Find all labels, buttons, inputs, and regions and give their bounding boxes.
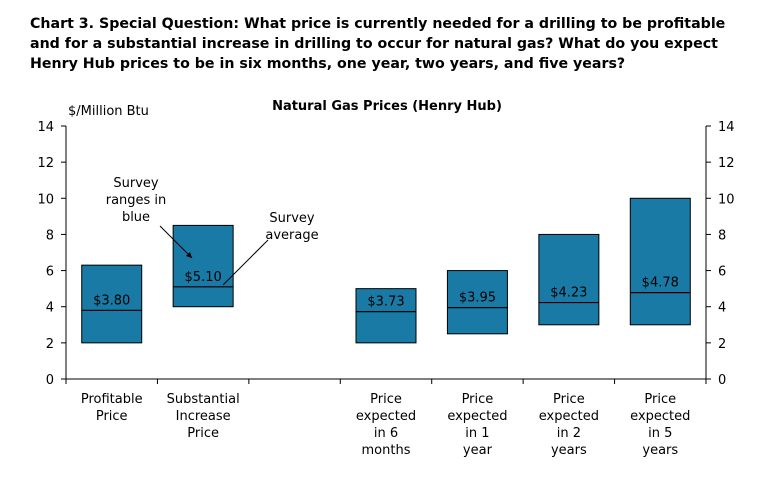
category-label-line: in 1: [465, 426, 489, 441]
category-label-line: Price: [462, 392, 494, 407]
average-value-label: $4.78: [642, 276, 679, 291]
annotations: Survey ranges in blue Survey average: [106, 176, 319, 286]
category-label-line: years: [642, 443, 678, 458]
average-value-label: $3.73: [367, 295, 404, 310]
y-tick-label-right: 4: [718, 301, 726, 316]
category-label: Price expected in 2 years: [539, 392, 599, 458]
annotation-pointer: [222, 239, 269, 286]
category-label-line: expected: [356, 409, 416, 424]
category-label-line: Price: [553, 392, 585, 407]
annotation-pointer: [159, 225, 193, 259]
y-tick-label-left: 8: [46, 228, 54, 243]
y-tick-label-right: 14: [718, 120, 735, 135]
y-tick-label-left: 6: [46, 265, 54, 280]
y-tick-label-left: 14: [37, 120, 54, 135]
y-tick-label-right: 12: [718, 156, 735, 171]
plot-title: Natural Gas Prices (Henry Hub): [272, 99, 502, 114]
chart-heading: Chart 3. Special Question: What price is…: [30, 16, 726, 72]
y-axis-label: $/Million Btu: [68, 104, 149, 119]
average-value-label: $4.23: [550, 286, 587, 301]
range-bars: $3.80 $5.10 $3.73 $3.95 $4.23 $4.78: [81, 197, 691, 344]
category-label-line: Increase: [176, 409, 231, 424]
y-tick-label-left: 12: [37, 156, 54, 171]
annotation-line: Survey: [113, 176, 159, 191]
category-label-line: expected: [539, 409, 599, 424]
y-tick-label-left: 2: [46, 337, 54, 352]
average-value-label: $3.95: [459, 291, 496, 306]
category-label-line: in 5: [648, 426, 672, 441]
category-label: Profitable Price: [81, 392, 143, 424]
y-tick-label-right: 2: [718, 337, 726, 352]
category-label-line: years: [551, 443, 587, 458]
annotation-survey-average: Survey average: [265, 211, 318, 243]
y-tick-label-left: 0: [46, 373, 54, 388]
category-label-line: Price: [96, 409, 128, 424]
category-label-line: expected: [447, 409, 507, 424]
range-bar: [355, 288, 417, 344]
y-tick-label-right: 6: [718, 265, 726, 280]
range-bar: [172, 224, 234, 308]
y-tick-label-left: 10: [37, 192, 54, 207]
category-label-line: expected: [630, 409, 690, 424]
category-label: Price expected in 6 months: [356, 392, 416, 458]
arrow-head-icon: [186, 252, 192, 258]
category-label-line: Substantial: [167, 392, 240, 407]
category-label: Price expected in 1 year: [447, 392, 507, 458]
range-bar: [629, 197, 691, 326]
axes: 0 0 2 2 4 4 6 6 8 8 10 10 12 12 14 14: [37, 120, 734, 388]
category-label-line: in 2: [557, 426, 581, 441]
range-bar: [81, 264, 143, 344]
annotation-line: ranges in: [106, 193, 167, 208]
annotation-line: average: [265, 228, 318, 243]
category-label-line: Profitable: [81, 392, 143, 407]
average-value-label: $5.10: [185, 270, 222, 285]
category-label-line: Price: [644, 392, 676, 407]
y-tick-label-right: 8: [718, 228, 726, 243]
category-label-line: months: [362, 443, 411, 458]
y-tick-label-right: 10: [718, 192, 735, 207]
annotation-survey-ranges: Survey ranges in blue: [106, 176, 167, 225]
category-label-line: year: [463, 443, 493, 458]
category-label: Price expected in 5 years: [630, 392, 690, 458]
range-bar: [538, 233, 600, 326]
annotation-line: Survey: [269, 211, 315, 226]
range-bar: [446, 270, 508, 335]
y-tick-label-right: 0: [718, 373, 726, 388]
category-label-line: in 6: [374, 426, 398, 441]
annotation-line: blue: [122, 210, 150, 225]
category-label: Substantial Increase Price: [167, 392, 240, 441]
category-label-line: Price: [187, 426, 219, 441]
y-tick-label-left: 4: [46, 301, 54, 316]
category-label-line: Price: [370, 392, 402, 407]
average-value-label: $3.80: [93, 293, 130, 308]
